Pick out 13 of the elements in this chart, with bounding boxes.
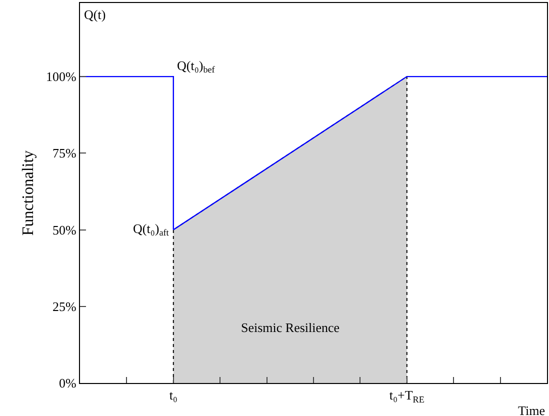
- annotation: Q(t₀)$_{bef}$: [177, 58, 216, 75]
- x-axis-title: Time: [518, 403, 546, 416]
- y-tick-label: 25%: [52, 298, 77, 314]
- annotation: Q(t): [84, 7, 106, 22]
- y-tick-label: 50%: [52, 222, 77, 238]
- x-tick-label: t₀: [169, 388, 178, 403]
- x-tick-label: t₀+T$_{RE}$: [389, 388, 425, 404]
- annotation: Seismic Resilience: [241, 320, 340, 335]
- y-tick-label: 75%: [52, 146, 77, 161]
- y-axis-title: Functionality: [20, 150, 37, 236]
- y-tick-label: 100%: [46, 69, 77, 84]
- y-tick-label: 0%: [59, 376, 77, 391]
- annotation: Q(t₀)$_{aft}$: [133, 221, 170, 238]
